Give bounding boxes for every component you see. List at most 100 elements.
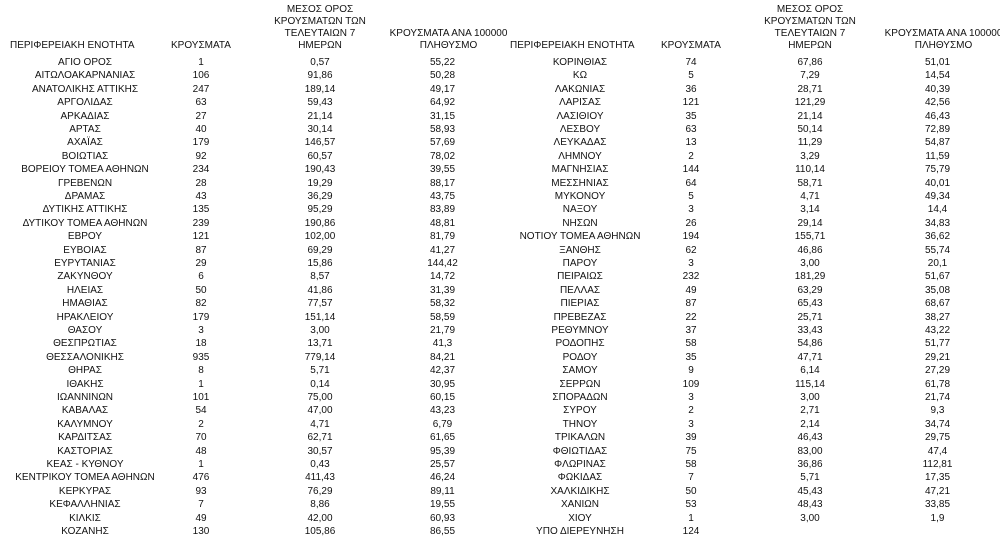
cell-value: 39 [685,432,697,444]
cell-value: 92 [195,150,207,162]
region-name: ΞΑΝΘΗΣ [559,244,601,256]
cell-value: 58,59 [429,311,456,323]
region-name: ΘΕΣΣΑΛΟΝΙΚΗΣ [46,351,124,363]
cell-value: 42,37 [429,365,456,377]
cell-value: 70 [195,432,207,444]
cell-value: 60,15 [429,392,456,403]
region-name: ΔΥΤΙΚΗΣ ΑΤΤΙΚΗΣ [42,204,128,216]
cell-value: 91,86 [307,70,333,82]
region-name: ΑΡΚΑΔΙΑΣ [60,110,110,122]
cell-value: 27 [195,110,207,122]
cell-value: 43,22 [924,325,951,336]
cell-value: 3,00 [800,512,820,524]
cell-value: 1 [198,378,204,390]
cell-value: 35 [685,351,697,363]
cell-value: 29 [195,258,207,269]
cell-value: 58,93 [429,124,456,135]
region-name: ΠΕΛΛΑΣ [559,284,601,296]
cell-value: 62,71 [307,432,333,444]
cell-value: 93 [195,485,207,497]
cell-value: 36,29 [307,191,333,202]
region-name: ΚΕΝΤΡΙΚΟΥ ΤΟΜΕΑ ΑΘΗΝΩΝ [15,472,155,484]
cell-value: 29,14 [797,217,823,229]
cell-value: 35,08 [924,284,951,296]
cell-value: 47,4 [927,445,948,457]
cell-value: 50,14 [797,124,823,135]
cell-value: 21,74 [924,392,951,403]
cell-value: 5 [688,191,694,202]
cell-value: 3,14 [800,204,820,216]
cell-value: 47,00 [307,405,333,417]
region-name: ΛΑΚΩΝΙΑΣ [554,83,606,95]
cell-value: 36,86 [797,459,823,470]
cell-value: 20,1 [927,258,948,269]
cell-value: 75 [685,445,697,457]
cell-value: 19,29 [307,177,333,189]
cell-value: 95,29 [307,204,333,216]
cell-value: 109 [682,378,700,390]
cell-value: 29,21 [924,351,951,363]
region-name: ΑΡΤΑΣ [69,124,101,135]
column-header: ΚΡΟΥΣΜΑΤΑ ΑΝΑ 100000 ΠΛΗΘΥΣΜΟ [389,28,508,51]
cell-value: 41,27 [429,244,456,256]
column-header: ΚΡΟΥΣΜΑΤΑ ΑΝΑ 100000 ΠΛΗΘΥΣΜΟ [884,28,1000,51]
cell-value: 9,3 [930,405,945,417]
cell-value: 247 [192,83,210,95]
cell-value: 194 [682,231,700,243]
cell-value: 64,92 [429,97,456,109]
column-header: ΚΡΟΥΣΜΑΤΑ [661,40,721,51]
cell-value: 36,62 [924,231,951,243]
cell-value: 87 [685,298,697,310]
region-name: ΖΑΚΥΝΘΟΥ [57,271,113,283]
region-name: ΚΕΦΑΛΛΗΝΙΑΣ [49,499,121,511]
cell-value: 77,57 [307,298,333,310]
region-name: ΒΟΡΕΙΟΥ ΤΟΜΕΑ ΑΘΗΝΩΝ [21,164,149,176]
cell-value: 13,71 [307,338,333,350]
cell-value: 43,75 [429,191,456,202]
cell-value: 1 [198,459,204,470]
region-name: ΚΙΛΚΙΣ [69,512,101,524]
region-name: ΔΡΑΜΑΣ [64,191,106,202]
cell-value: 3,00 [800,392,820,403]
cell-value: 31,39 [429,284,456,296]
cell-value: 58,32 [429,298,456,310]
cell-value: 76,29 [307,485,333,497]
cell-value: 11,59 [925,150,950,162]
cell-value: 49,17 [429,83,456,95]
cell-value: 3 [688,258,694,269]
region-name: ΧΑΝΙΩΝ [560,499,600,511]
region-name: ΚΑΣΤΟΡΙΑΣ [57,445,113,457]
region-name: ΣΥΡΟΥ [563,405,597,417]
cell-value: 51,77 [924,338,951,350]
cell-value: 3 [688,392,694,403]
cell-value: 6,14 [800,365,820,377]
cell-value: 0,14 [310,378,330,390]
region-name: ΤΡΙΚΑΛΩΝ [554,432,606,444]
region-name: ΚΩ [572,70,588,82]
cell-value: 155,71 [794,231,826,243]
cell-value: 1,9 [930,512,945,524]
cell-value: 62 [685,244,697,256]
cell-value: 2 [198,418,204,430]
cell-value: 50 [685,485,697,497]
cell-value: 55,22 [429,57,456,68]
cell-value: 135 [192,204,210,216]
cell-value: 31,15 [429,110,456,122]
cell-value: 2 [688,405,694,417]
region-name: ΣΑΜΟΥ [562,365,598,377]
cell-value: 47,71 [797,351,823,363]
cell-value: 21,14 [797,110,823,122]
region-name: ΡΕΘΥΜΝΟΥ [551,325,609,336]
cell-value: 0,57 [310,57,330,68]
cell-value: 95,39 [429,445,456,457]
region-name: ΘΗΡΑΣ [68,365,102,377]
cell-value: 41,3 [432,338,453,350]
cell-value: 121 [192,231,210,243]
region-name: ΑΓΙΟ ΟΡΟΣ [58,57,112,68]
cell-value: 65,43 [797,298,823,310]
cell-value: 14,4 [927,204,948,216]
cell-value: 3 [688,204,694,216]
cell-value: 37 [685,325,697,336]
cell-value: 8,57 [310,271,330,283]
